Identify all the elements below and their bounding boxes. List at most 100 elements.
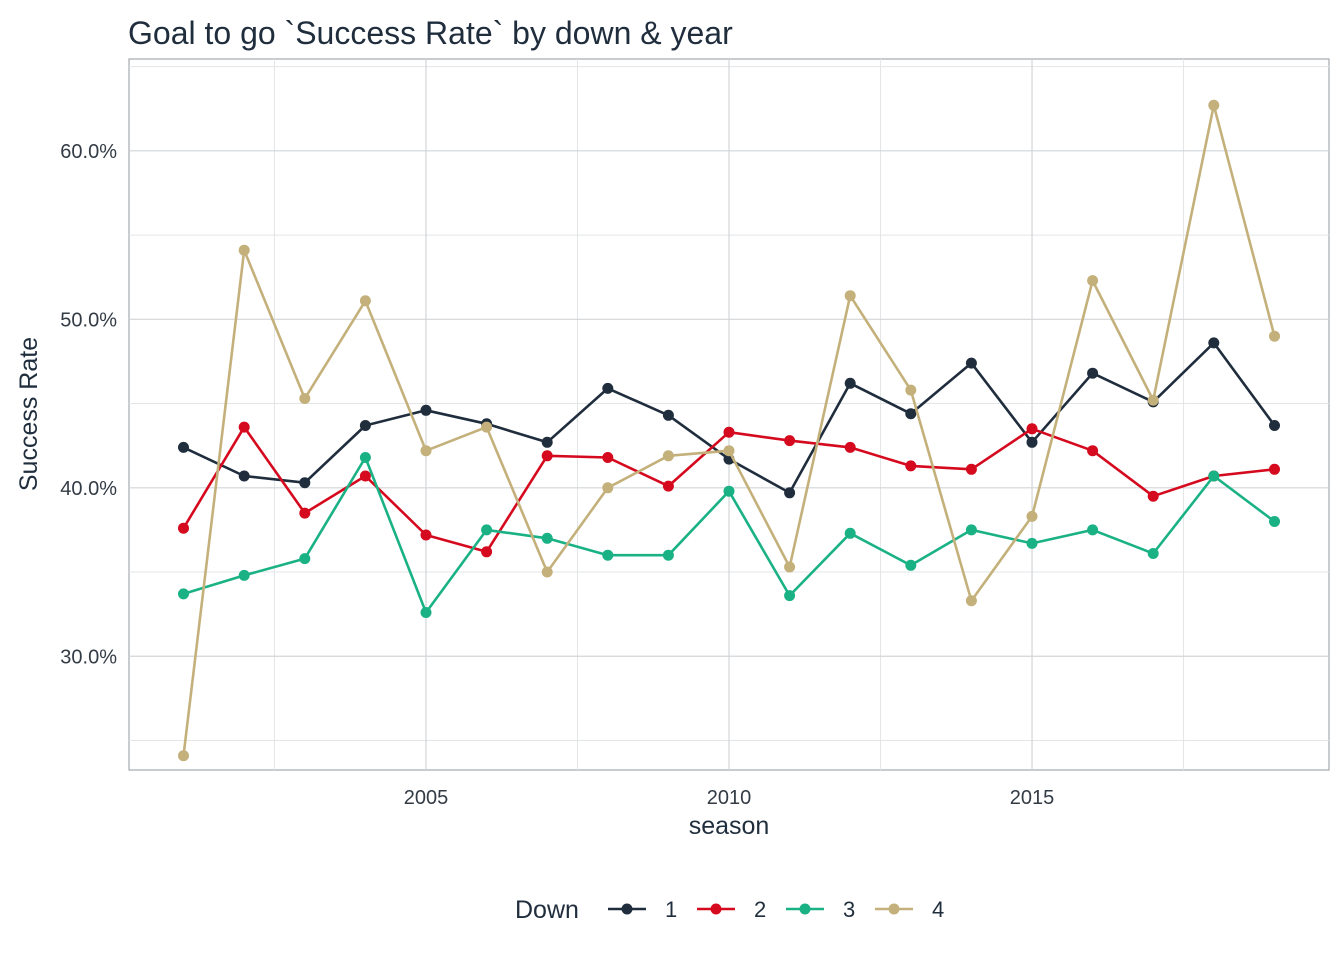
data-point-3: [1208, 470, 1220, 482]
data-point-1: [238, 470, 250, 482]
data-point-4: [844, 290, 856, 302]
data-point-1: [359, 420, 371, 431]
data-point-2: [905, 460, 917, 472]
data-point-4: [1269, 330, 1280, 342]
x-tick-label: 2015: [1010, 787, 1055, 809]
series-4: [178, 99, 1280, 762]
data-point-4: [1087, 275, 1099, 287]
data-point-1: [541, 436, 553, 448]
data-point-3: [662, 549, 674, 561]
data-point-1: [662, 409, 674, 421]
data-point-3: [238, 569, 250, 581]
data-point-3: [602, 549, 614, 561]
data-point-4: [541, 566, 553, 578]
data-point-2: [1269, 463, 1280, 475]
data-point-1: [178, 441, 189, 453]
chart-title: Goal to go `Success Rate` by down & year: [128, 15, 733, 51]
x-axis-title: season: [689, 812, 770, 840]
data-point-4: [481, 421, 493, 433]
data-point-4: [238, 244, 250, 256]
data-point-2: [1087, 445, 1099, 457]
data-point-3: [481, 524, 493, 536]
data-point-4: [1147, 394, 1159, 406]
data-point-4: [1026, 510, 1038, 522]
data-point-1: [299, 477, 311, 489]
data-point-3: [1269, 516, 1280, 527]
series-layer: [178, 99, 1280, 762]
data-point-2: [844, 441, 856, 453]
data-point-3: [965, 524, 977, 536]
data-point-3: [299, 553, 311, 565]
data-point-2: [238, 421, 250, 433]
data-point-4: [1208, 99, 1220, 111]
data-point-4: [723, 445, 735, 457]
data-point-3: [844, 527, 856, 539]
data-point-1: [602, 382, 614, 394]
series-2: [178, 421, 1280, 558]
legend-key-point: [710, 903, 722, 915]
legend-label: 1: [665, 897, 677, 922]
data-point-1: [844, 377, 856, 389]
data-point-4: [602, 482, 614, 494]
y-tick-label: 40.0%: [60, 478, 117, 500]
major-gridlines: [129, 59, 1329, 770]
data-point-2: [420, 529, 432, 541]
data-point-2: [602, 452, 614, 463]
data-point-3: [1026, 537, 1038, 549]
legend-item-2: 2: [697, 897, 766, 922]
x-tick-label: 2005: [404, 787, 449, 809]
data-point-2: [481, 546, 493, 558]
data-point-3: [723, 485, 735, 497]
data-point-2: [178, 522, 189, 534]
legend-item-4: 4: [875, 897, 944, 922]
legend-item-1: 1: [608, 897, 677, 922]
legend-label: 3: [843, 897, 855, 922]
data-point-1: [1208, 337, 1220, 349]
y-tick-label: 50.0%: [60, 309, 117, 331]
data-point-2: [965, 463, 977, 475]
data-point-1: [1026, 436, 1038, 448]
minor-gridlines: [129, 59, 1329, 770]
data-point-4: [299, 393, 311, 404]
data-point-4: [662, 450, 674, 462]
plot-panel: [128, 58, 1330, 771]
legend-title: Down: [515, 896, 579, 924]
series-1: [178, 337, 1280, 499]
y-axis-title: Success Rate: [15, 337, 43, 491]
data-point-2: [359, 470, 371, 482]
data-point-2: [662, 480, 674, 492]
y-axis: 30.0% 40.0% 50.0% 60.0%: [60, 141, 117, 668]
data-point-3: [359, 452, 371, 463]
data-point-1: [420, 404, 432, 416]
data-point-4: [359, 295, 371, 307]
data-point-2: [1026, 423, 1038, 435]
series-3: [178, 452, 1280, 618]
data-point-1: [965, 357, 977, 369]
data-point-2: [299, 507, 311, 519]
legend-item-3: 3: [786, 897, 855, 922]
y-tick-label: 30.0%: [60, 646, 117, 668]
data-point-4: [905, 384, 917, 396]
legend-key-point: [799, 903, 811, 915]
data-point-3: [905, 559, 917, 571]
data-point-2: [723, 426, 735, 438]
x-axis: 2005 2010 2015: [404, 787, 1055, 809]
data-point-2: [1147, 490, 1159, 502]
data-point-4: [420, 445, 432, 457]
data-point-4: [965, 595, 977, 607]
data-point-2: [541, 450, 553, 462]
data-point-3: [420, 607, 432, 618]
data-point-1: [1087, 367, 1099, 379]
legend-label: 2: [754, 897, 766, 922]
legend-label: 4: [932, 897, 944, 922]
legend-key-point: [888, 903, 900, 915]
data-point-3: [784, 590, 796, 602]
data-point-1: [905, 408, 917, 420]
data-point-1: [784, 487, 796, 499]
data-point-2: [784, 435, 796, 447]
data-point-4: [178, 750, 189, 762]
legend-key-point: [621, 903, 633, 915]
data-point-4: [784, 561, 796, 573]
x-tick-label: 2010: [707, 787, 752, 809]
